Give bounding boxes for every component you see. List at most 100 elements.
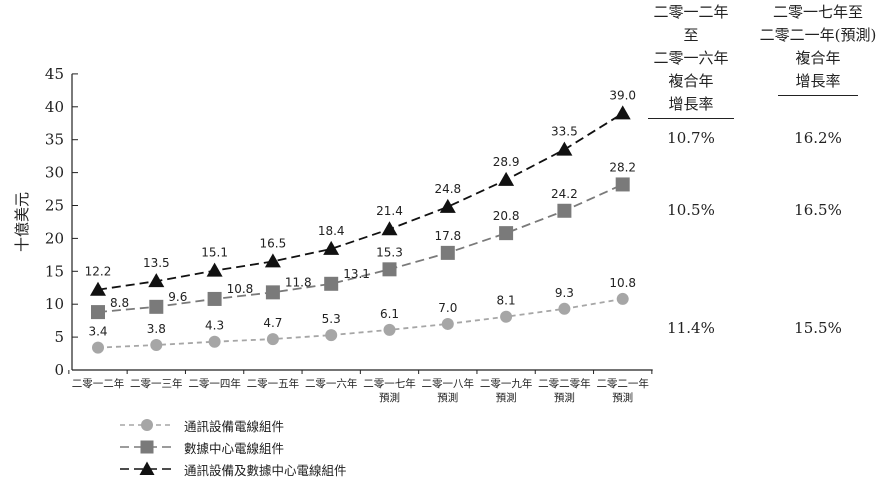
data-point-square: [557, 203, 572, 218]
cagr-header-line: 增長率: [795, 72, 841, 90]
x-tick-label: 二零一五年: [247, 377, 300, 390]
legend-square-marker-icon: [120, 440, 174, 454]
y-tick-label: 15: [45, 262, 64, 280]
data-label: 39.0: [609, 88, 636, 102]
cagr-header-line: 增長率: [668, 95, 714, 113]
cagr-value-circle-series: 15.5%: [794, 319, 842, 337]
cagr-value-circle-series: 11.4%: [667, 319, 715, 337]
data-label: 10.8: [609, 276, 636, 290]
data-label: 17.8: [434, 229, 461, 243]
series-line: [97, 298, 623, 349]
data-point-triangle: [206, 262, 223, 277]
data-point-circle: [616, 292, 629, 305]
data-point-triangle: [90, 281, 106, 296]
x-tick-label: 二零一六年: [305, 377, 358, 390]
axes: 0 5 10 15 20 25 30 35 40 45: [45, 65, 653, 379]
data-label: 13.1: [343, 267, 370, 281]
cagr-header-line: 二零一七年至: [772, 3, 863, 21]
cagr-value-triangle-series: 10.7%: [667, 129, 715, 147]
data-point-square: [440, 245, 455, 260]
x-tick-label: 預測: [379, 391, 400, 404]
data-label: 16.5: [260, 236, 287, 250]
data-label: 15.3: [376, 245, 403, 259]
cagr-column-2017-2021: 二零一七年至 二零二一年(預測) 複合年 增長率 16.2% 16.5% 15.…: [758, 1, 878, 341]
cagr-header-line: 二零二一年(預測): [759, 26, 877, 44]
y-tick-label: 20: [45, 229, 64, 247]
y-tick-label: 5: [54, 328, 64, 346]
legend-item-datacenter: 數據中心電線組件: [118, 436, 347, 458]
data-label: 4.3: [205, 319, 224, 333]
x-tick-label: 二零一二年: [72, 377, 125, 390]
data-label: 10.8: [227, 282, 254, 296]
cagr-header-line: 複合年: [795, 49, 841, 67]
data-point-triangle: [439, 198, 456, 213]
data-point-square: [149, 299, 164, 314]
data-point-circle: [383, 323, 396, 336]
data-label: 28.9: [493, 155, 520, 169]
data-point-circle: [266, 333, 279, 346]
data-label: 5.3: [322, 312, 341, 326]
data-label: 3.4: [88, 325, 107, 339]
data-point-triangle: [381, 221, 398, 236]
legend-label: 通訊設備及數據中心電線組件: [184, 462, 347, 478]
data-point-square: [207, 291, 222, 306]
x-tick-label: 二零二零年: [538, 377, 591, 390]
x-tick-label: 二零一三年: [130, 377, 183, 390]
data-point-circle: [92, 341, 104, 354]
x-tick-label: 二零二一年: [596, 377, 649, 390]
y-tick-label: 40: [45, 98, 64, 116]
series-triangle: 12.2 13.5 15.1 16.5 18.4 21.4 24.8 28.9 33.5 39.0: [85, 88, 636, 296]
data-point-square: [91, 305, 105, 320]
data-label: 9.6: [168, 290, 187, 304]
data-label: 24.2: [551, 187, 578, 201]
data-point-triangle: [323, 240, 340, 255]
cagr-header-line: 二零一六年: [653, 49, 729, 67]
legend-triangle-marker-icon: [120, 461, 174, 475]
data-label: 3.8: [147, 322, 166, 336]
data-label: 6.1: [380, 307, 399, 321]
data-label: 21.4: [376, 204, 403, 218]
y-tick-label: 30: [45, 164, 64, 182]
series-line: [97, 112, 624, 291]
data-label: 9.3: [555, 286, 574, 300]
data-label: 28.2: [609, 160, 636, 174]
data-label: 15.1: [201, 246, 228, 260]
data-label: 20.8: [493, 209, 520, 223]
series-square: 8.8 9.6 10.8 11.8 13.1 15.3 17.8 20.8 24.2 28.2: [91, 160, 636, 320]
x-tick-labels: 二零一二年 二零一三年 二零一四年 二零一五年 二零一六年 二零一七年預測二零一八年預測二…: [72, 377, 649, 404]
y-tick-label: 25: [45, 197, 64, 215]
cagr-header-rule: [648, 118, 734, 119]
cagr-value-square-series: 16.5%: [794, 201, 842, 219]
y-tick-label: 45: [45, 65, 64, 83]
y-axis-title: 十億美元: [13, 192, 31, 252]
cagr-header-rule: [778, 95, 858, 96]
data-label: 12.2: [85, 265, 112, 279]
legend-label: 數據中心電線組件: [184, 440, 285, 456]
data-point-circle: [325, 329, 338, 342]
data-label: 11.8: [285, 275, 312, 289]
data-point-triangle: [148, 273, 165, 288]
data-point-triangle: [498, 171, 515, 186]
data-label: 24.8: [434, 182, 461, 196]
data-point-square: [265, 285, 280, 300]
x-tick-label: 預測: [612, 391, 633, 404]
data-point-circle: [441, 317, 454, 330]
cagr-value-triangle-series: 16.2%: [794, 129, 842, 147]
x-tick-label: 二零一四年: [188, 377, 241, 390]
data-point-square: [615, 177, 630, 192]
data-point-circle: [208, 335, 221, 348]
cagr-value-square-series: 10.5%: [667, 201, 715, 219]
data-point-square: [382, 262, 397, 277]
data-point-circle: [558, 302, 571, 315]
data-point-circle: [500, 310, 513, 323]
series-circle: 3.4 3.8 4.3 4.7 5.3 6.1 7.0 8.1 9.3 10.8: [88, 276, 636, 354]
x-tick-label: 預測: [554, 391, 575, 404]
data-point-triangle: [614, 105, 631, 120]
y-tick-label: 10: [45, 295, 64, 313]
x-tick-label: 二零一九年: [480, 377, 533, 390]
data-point-square: [499, 226, 514, 241]
legend-label: 通訊設備電線組件: [184, 418, 285, 434]
y-tick-label: 35: [45, 131, 64, 149]
cagr-header-line: 二零一二年至: [653, 3, 729, 44]
